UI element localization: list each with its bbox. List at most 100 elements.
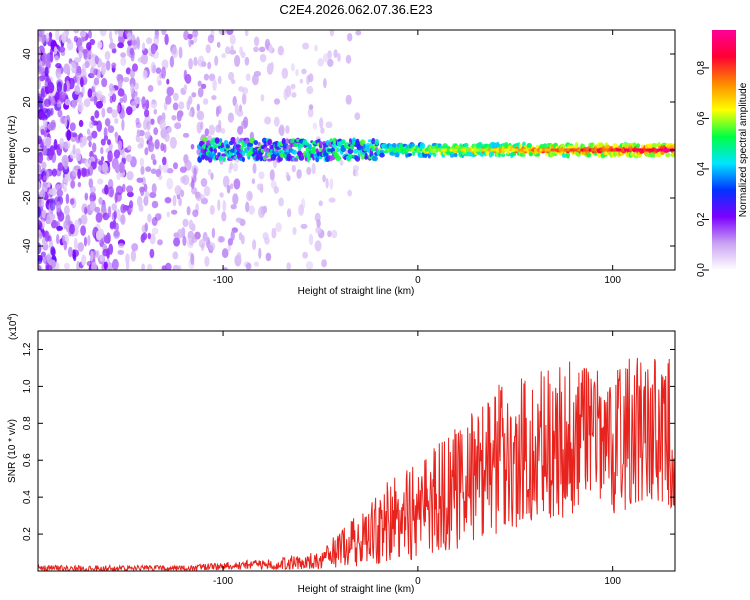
spectrogram-cell — [126, 185, 134, 194]
spectrogram-cell — [372, 155, 378, 162]
spectrogram-cell — [240, 51, 246, 59]
spectrogram-cell — [149, 248, 155, 259]
colorbar-tick-label: 0.8 — [696, 61, 707, 75]
spectrogram-cell — [495, 141, 500, 148]
spectrogram-cell — [109, 221, 115, 229]
spectrogram-cell — [290, 83, 296, 90]
colorbar: 0.0 0.2 0.4 0.6 0.8 Normalized spectral ampl… — [696, 30, 749, 277]
spectrogram-cell — [314, 44, 318, 52]
spectrogram-cell — [207, 61, 212, 70]
spectrogram-cell — [95, 100, 103, 109]
spectrogram-cell — [98, 255, 102, 263]
spectrogram-cell — [121, 118, 125, 131]
spectrogram-cell — [144, 131, 151, 140]
spectrogram-cell — [230, 230, 235, 241]
spectrogram-cell — [323, 78, 327, 89]
spectrogram-cell — [162, 156, 167, 166]
spectrogram-cell — [62, 93, 68, 101]
spectrogram-cell — [253, 140, 259, 146]
spectrogram-cell — [207, 168, 212, 176]
spectrogram-cell — [106, 106, 113, 114]
spectrogram-cell — [197, 80, 202, 87]
spectrogram-cell — [92, 142, 97, 153]
spectrogram-cell — [232, 193, 239, 205]
spectrogram-cell — [295, 69, 299, 77]
spectrogram-cell — [253, 70, 261, 77]
spectrogram-cell — [153, 108, 158, 115]
spectrogram-cell — [244, 30, 249, 37]
spectrogram-cell — [205, 44, 211, 54]
spectrogram-cell — [315, 226, 322, 234]
y-tick-label: 40 — [22, 48, 33, 60]
spectrogram-cell — [86, 135, 93, 142]
spectrogram-cell — [125, 154, 132, 163]
spectrogram-cell — [50, 119, 57, 131]
spectrogram-cell — [355, 170, 359, 177]
spectrogram-cell — [66, 39, 74, 51]
spectrogram-cell — [301, 68, 307, 75]
spectrogram-cell — [38, 65, 42, 73]
spectrogram-cell — [367, 139, 372, 143]
spectrogram-cell — [157, 239, 163, 246]
spectrogram-cell — [127, 39, 132, 47]
spectrogram-cell — [117, 42, 124, 49]
spectrogram-cell — [408, 153, 413, 157]
spectrogram-x-label: Height of straight line (km) — [298, 286, 415, 297]
spectrogram-cell — [98, 197, 103, 205]
spectrogram-cell — [97, 178, 104, 185]
spectrogram-cell — [102, 249, 109, 257]
spectrogram-cell — [316, 219, 321, 228]
spectrogram-cell — [143, 183, 148, 192]
spectrogram-cell — [252, 163, 257, 174]
spectrogram-cell — [188, 37, 192, 48]
spectrogram-cell — [285, 125, 290, 134]
colorbar-tick-label: 0.0 — [696, 263, 707, 277]
spectrogram-cell — [153, 34, 160, 46]
spectrogram-cell — [187, 33, 193, 40]
spectrogram-cell — [87, 234, 91, 246]
spectrogram-cell — [120, 57, 127, 66]
spectrogram-cell — [145, 99, 150, 110]
spectrogram-cell — [607, 148, 612, 152]
y-tick-label: 20 — [22, 96, 33, 108]
spectrogram-cell — [184, 73, 192, 84]
spectrogram-cell — [169, 136, 177, 149]
spectrogram-cell — [111, 203, 117, 211]
spectrogram-cell — [107, 125, 115, 133]
spectrogram-cell — [179, 166, 187, 173]
spectrogram-cell — [225, 144, 230, 149]
spectrogram-cell — [38, 135, 42, 145]
spectrogram-cell — [379, 152, 385, 158]
spectrogram-cell — [182, 218, 189, 228]
spectrogram-cell — [59, 115, 66, 125]
spectrogram-cell — [238, 104, 243, 112]
colorbar-ticks: 0.0 0.2 0.4 0.6 0.8 — [696, 61, 709, 277]
spectrogram-cell — [49, 199, 56, 211]
spectrogram-cell — [56, 234, 60, 245]
spectrogram-cell — [233, 178, 241, 190]
spectrogram-cell — [215, 124, 222, 133]
spectrogram-cell — [303, 142, 310, 146]
spectrogram-cell — [300, 223, 308, 229]
spectrogram-cell — [265, 252, 272, 262]
spectrogram-cell — [131, 40, 137, 46]
spectrogram-cell — [148, 141, 155, 152]
spectrogram-cell — [394, 148, 399, 152]
spectrogram-cell — [130, 53, 135, 62]
spectrogram-cell — [652, 143, 659, 148]
spectrogram-cell — [163, 101, 168, 111]
spectrogram-cell — [63, 186, 67, 193]
spectrogram-cell — [125, 253, 130, 265]
spectrogram-cell — [73, 254, 77, 262]
spectrogram-cell — [134, 96, 141, 104]
spectrogram-cell — [191, 187, 198, 195]
spectrogram-cell — [292, 226, 297, 236]
spectrogram-cell — [74, 237, 78, 250]
spectrogram-cell — [129, 47, 135, 56]
spectrogram-cell — [222, 157, 226, 162]
spectrogram-cell — [149, 233, 156, 245]
spectrogram-cell — [63, 160, 69, 170]
x-tick-label: -100 — [213, 576, 233, 587]
spectrogram-cell — [236, 252, 242, 262]
spectrogram-cell — [103, 234, 111, 244]
